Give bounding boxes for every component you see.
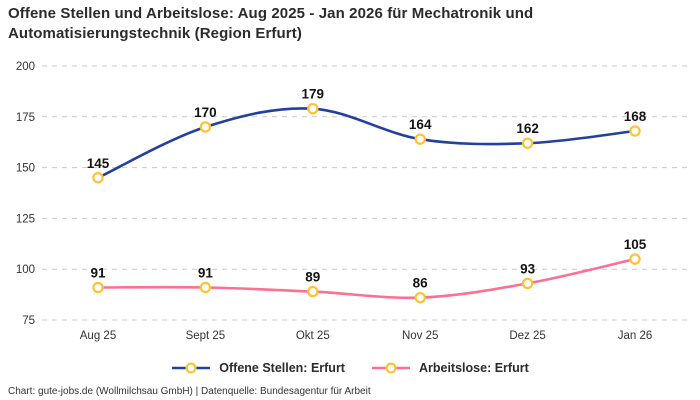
data-point-label: 162 [516,121,539,136]
data-point-marker[interactable] [521,277,534,290]
legend-item-arbeitslose[interactable]: Arbeitslose: Erfurt [371,361,529,375]
data-point-marker[interactable] [629,125,641,137]
data-point-label: 105 [624,237,647,252]
x-axis-tick-label: Nov 25 [402,330,438,342]
data-point-label: 86 [413,276,429,291]
data-point-label: 145 [87,156,110,171]
source-attribution: Chart: gute-jobs.de (Wollmilchsau GmbH) … [8,386,371,397]
legend-swatch-line-icon [371,362,410,374]
x-axis-tick-label: Okt 25 [296,330,330,342]
data-point-label: 91 [198,265,214,280]
y-axis-tick-label: 100 [16,264,35,276]
data-point-marker[interactable] [414,133,426,145]
x-axis-tick-label: Jan 26 [618,330,653,342]
data-point-label: 164 [409,117,432,132]
data-point-marker[interactable] [199,121,212,133]
data-point-marker[interactable] [92,172,104,184]
legend-item-offene-stellen[interactable]: Offene Stellen: Erfurt [171,361,345,375]
data-point-label: 89 [305,270,320,285]
series-line [96,257,637,300]
chart-plot-area: 75 100 125 150 175 200 Aug 25 Sept 25 Okt 25 Nov … [16,61,692,342]
series-line [96,107,637,180]
data-point-marker[interactable] [521,137,534,149]
x-axis-tick-label: Aug 25 [80,330,116,342]
y-axis-tick-label: 200 [16,61,35,73]
data-point-marker[interactable] [414,291,426,304]
y-axis-tick-label: 175 [16,112,35,124]
x-axis-tick-label: Dez 25 [509,330,545,342]
x-axis-tick-label: Sept 25 [186,330,226,342]
data-point-label: 91 [90,265,106,280]
legend-swatch-line-icon [172,362,211,374]
data-point-marker[interactable] [629,253,641,265]
y-axis-tick-label: 75 [22,315,35,327]
data-point-marker[interactable] [307,102,319,115]
legend-label: Arbeitslose: Erfurt [418,361,529,375]
legend-label: Offene Stellen: Erfurt [219,361,345,375]
y-axis-tick-label: 125 [16,213,35,225]
data-point-label: 179 [302,87,325,102]
y-axis-tick-label: 150 [16,163,35,175]
data-point-marker[interactable] [307,285,319,298]
data-point-label: 168 [624,109,647,124]
data-point-label: 93 [520,261,536,276]
data-point-marker[interactable] [92,281,104,294]
data-point-marker[interactable] [199,281,212,294]
chart-title: Offene Stellen und Arbeitslose: Aug 2025… [8,5,534,42]
data-point-label: 170 [194,105,217,120]
legend: Offene Stellen: Erfurt Arbeitslose: Erfu… [0,356,700,380]
